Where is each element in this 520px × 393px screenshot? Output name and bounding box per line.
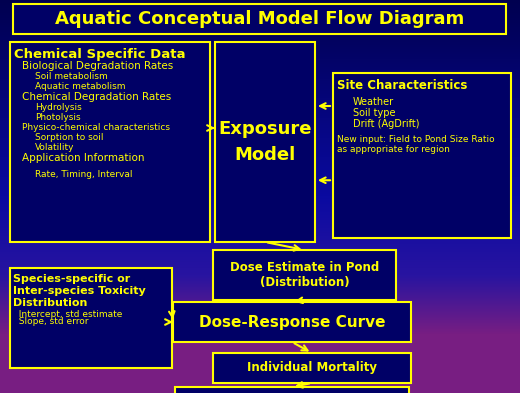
Text: Chemical Specific Data: Chemical Specific Data [14,48,186,61]
FancyBboxPatch shape [13,4,506,34]
Text: Dose-Response Curve: Dose-Response Curve [199,314,385,329]
Text: Dose Estimate in Pond
(Distribution): Dose Estimate in Pond (Distribution) [230,261,379,289]
Text: Soil type: Soil type [353,108,396,118]
FancyBboxPatch shape [213,353,411,383]
Text: Distribution: Distribution [13,298,87,308]
Text: Site Characteristics: Site Characteristics [337,79,467,92]
Text: Physico-chemical characteristics: Physico-chemical characteristics [22,123,170,132]
FancyBboxPatch shape [175,387,409,393]
Text: Intercept, std estimate: Intercept, std estimate [13,310,122,319]
Text: Chemical Degradation Rates: Chemical Degradation Rates [22,92,171,102]
FancyBboxPatch shape [10,42,210,242]
FancyBboxPatch shape [10,268,172,368]
Text: Species-specific or: Species-specific or [13,274,130,284]
Text: Rate, Timing, Interval: Rate, Timing, Interval [35,170,133,179]
FancyBboxPatch shape [215,42,315,242]
Text: Biological Degradation Rates: Biological Degradation Rates [22,61,173,71]
FancyBboxPatch shape [333,73,511,238]
Text: Slope, std error: Slope, std error [13,317,88,326]
Text: Aquatic Conceptual Model Flow Diagram: Aquatic Conceptual Model Flow Diagram [55,10,464,28]
FancyBboxPatch shape [173,302,411,342]
Text: Weather: Weather [353,97,394,107]
Text: New input: Field to Pond Size Ratio: New input: Field to Pond Size Ratio [337,135,495,144]
Text: Volatility: Volatility [35,143,74,152]
Text: Individual Mortality: Individual Mortality [247,362,377,375]
Text: Inter-species Toxicity: Inter-species Toxicity [13,286,146,296]
Text: as appropriate for region: as appropriate for region [337,145,450,154]
Text: Application Information: Application Information [22,153,145,163]
Text: Hydrolysis: Hydrolysis [35,103,82,112]
Text: Drift (AgDrift): Drift (AgDrift) [353,119,420,129]
Text: Aquatic metabolism: Aquatic metabolism [35,82,125,91]
FancyBboxPatch shape [213,250,396,300]
Text: Exposure
Model: Exposure Model [218,121,312,163]
Text: Sorption to soil: Sorption to soil [35,133,103,142]
Text: Soil metabolism: Soil metabolism [35,72,108,81]
Text: Photolysis: Photolysis [35,113,81,122]
